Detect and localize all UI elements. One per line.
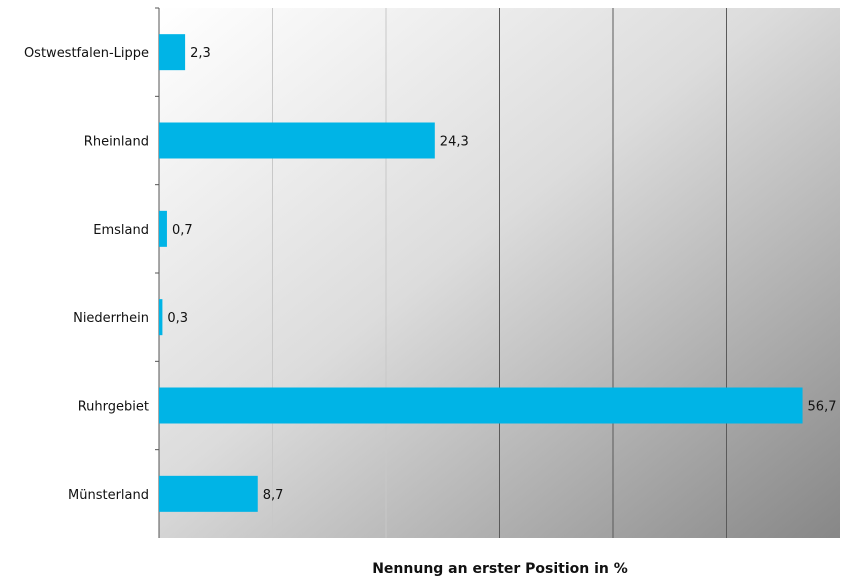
bar: [159, 475, 258, 512]
value-label: 24,3: [440, 135, 469, 150]
category-label: Ruhrgebiet: [78, 400, 149, 415]
value-label: 0,3: [167, 311, 188, 326]
value-label: 2,3: [190, 46, 211, 61]
bar: [159, 122, 435, 159]
value-label: 8,7: [263, 488, 284, 503]
bar: [159, 34, 186, 71]
grid-lines: [272, 8, 727, 538]
bars-group: [159, 34, 803, 512]
category-label: Ostwestfalen-Lippe: [24, 46, 149, 61]
x-axis-title: Nennung an erster Position in %: [372, 561, 628, 577]
category-label: Niederrhein: [73, 311, 149, 326]
bar: [159, 299, 163, 336]
category-label: Emsland: [93, 223, 149, 238]
category-label: Rheinland: [84, 135, 149, 150]
value-label: 56,7: [808, 400, 837, 415]
value-label: 0,7: [172, 223, 193, 238]
value-labels: 2,3 24,3 0,7 0,3 56,7 8,7: [167, 46, 836, 503]
category-labels: Ostwestfalen-Lippe Rheinland Emsland Nieder…: [24, 7, 159, 503]
category-label: Münsterland: [68, 488, 149, 503]
bar: [159, 387, 803, 424]
bar: [159, 210, 167, 247]
